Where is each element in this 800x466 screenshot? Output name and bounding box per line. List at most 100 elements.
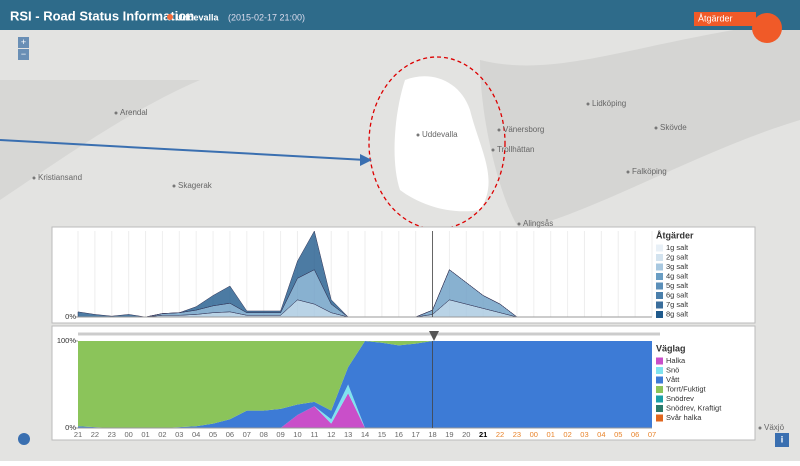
zoom-out[interactable] [18, 49, 29, 60]
area-series [78, 341, 652, 428]
action-button[interactable] [694, 12, 756, 26]
y-tick-label: 100% [57, 336, 77, 345]
legend-title: Åtgärder [656, 230, 694, 240]
x-tick-label: 10 [293, 430, 301, 439]
land [0, 80, 200, 200]
x-tick-label: 05 [209, 430, 217, 439]
panel-atgarder [51, 226, 756, 324]
x-tick-label: 19 [445, 430, 453, 439]
x-tick-label: 06 [226, 430, 234, 439]
region [394, 76, 489, 212]
x-tick-label: 20 [462, 430, 470, 439]
slider-handle[interactable] [429, 331, 439, 341]
legend-swatch [656, 376, 663, 384]
legend-swatch [656, 282, 663, 290]
x-tick-label: 04 [192, 430, 200, 439]
legend-label: Torrt/Fuktigt [666, 384, 707, 393]
x-tick-label: 15 [378, 430, 386, 439]
arrow-head [360, 154, 372, 166]
x-tick-label: 06 [631, 430, 639, 439]
city-label: Lidköping [592, 99, 626, 108]
city-dot [32, 176, 36, 180]
legend-swatch [656, 301, 663, 309]
city-label: Arendal [120, 108, 148, 117]
city-dot [626, 170, 630, 174]
city-label: Trollhättan [497, 145, 535, 154]
x-tick-label: 08 [260, 430, 268, 439]
city-dot [497, 128, 501, 132]
legend-swatch [656, 311, 663, 318]
city-label: Skagerak [178, 181, 213, 190]
x-tick-label: 23 [513, 430, 521, 439]
x-tick-label: 07 [648, 430, 656, 439]
legend-label: Snö [666, 365, 679, 374]
legend-swatch [656, 395, 663, 403]
legend-label: 8g salt [666, 309, 689, 318]
city-label: Kristiansand [38, 173, 82, 182]
legend-swatch [656, 273, 663, 280]
legend-swatch [656, 405, 663, 412]
x-tick-label: 13 [344, 430, 352, 439]
city-label: Växjö [764, 423, 785, 432]
zoom-in-label[interactable]: + [21, 37, 26, 47]
arrow [0, 139, 367, 161]
action-icon[interactable] [752, 13, 782, 43]
city-dot [758, 426, 762, 430]
legend-label: 7g salt [666, 300, 689, 309]
legend-swatch [656, 367, 663, 374]
info-label[interactable]: i [781, 434, 784, 444]
y-tick-label: 0% [65, 423, 76, 432]
x-tick-label: 09 [276, 430, 284, 439]
action-label[interactable]: Åtgärder [698, 13, 733, 23]
legend-label: 1g salt [666, 243, 689, 252]
city-dot [491, 148, 495, 152]
pin [167, 14, 173, 20]
legend-label: Halka [666, 356, 686, 365]
legend-swatch [656, 244, 663, 252]
legend-swatch [656, 357, 663, 365]
city-dot [172, 184, 176, 188]
x-tick-label: 21 [74, 430, 82, 439]
legend-label: 5g salt [666, 281, 689, 290]
zoom-out-label[interactable]: − [21, 49, 26, 59]
location: Uddevalla [176, 12, 220, 22]
x-tick-label: 14 [361, 430, 369, 439]
city-dot [586, 102, 590, 106]
area-series [78, 341, 652, 428]
legend-swatch [656, 263, 663, 271]
legend-label: 4g salt [666, 271, 689, 280]
legend-title: Väglag [656, 343, 686, 353]
legend-label: 2g salt [666, 252, 689, 261]
legend-label: 6g salt [666, 290, 689, 299]
legend-label: 3g salt [666, 262, 689, 271]
city-label: Uddevalla [422, 130, 458, 139]
x-tick-label: 03 [175, 430, 183, 439]
legend-swatch [656, 254, 663, 261]
x-tick-label: 18 [428, 430, 436, 439]
x-tick-label: 00 [124, 430, 132, 439]
city-dot [517, 222, 521, 226]
x-tick-label: 01 [547, 430, 555, 439]
x-tick-label: 05 [614, 430, 622, 439]
x-tick-label: 00 [530, 430, 538, 439]
zoom-in[interactable] [18, 37, 29, 48]
x-tick-label: 11 [310, 430, 318, 439]
x-tick-label: 12 [327, 430, 335, 439]
x-tick-label: 01 [141, 430, 149, 439]
contrast-button[interactable] [18, 433, 30, 445]
y-tick-label: 0% [65, 312, 76, 321]
x-tick-label: 02 [563, 430, 571, 439]
legend-label: Svår halka [666, 413, 702, 422]
legend-label: Snödrev, Kraftigt [666, 403, 722, 412]
x-tick-label: 07 [243, 430, 251, 439]
x-tick-label: 17 [411, 430, 419, 439]
info-button[interactable] [775, 433, 789, 447]
timestamp: (2015-02-17 21:00) [228, 12, 305, 22]
x-tick-label: 02 [158, 430, 166, 439]
legend-label: Snödrev [666, 394, 694, 403]
x-tick-label: 16 [395, 430, 403, 439]
city-dot [114, 111, 118, 115]
city-label: Vänersborg [503, 125, 544, 134]
city-label: Alingsås [523, 219, 553, 228]
